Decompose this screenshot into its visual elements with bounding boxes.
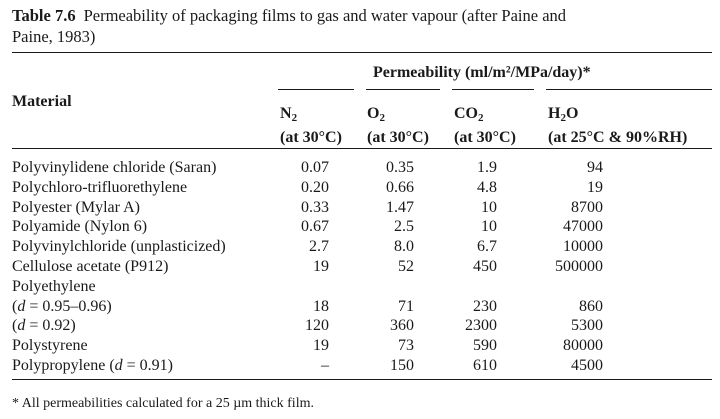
row-material-prefix: ( — [12, 317, 18, 335]
row-material: Polystyrene — [12, 337, 88, 355]
subrule-o2 — [366, 89, 440, 90]
cell-o2: 0.66 — [386, 178, 414, 196]
cell-co2: 1.9 — [477, 159, 497, 176]
header-bottom-rule — [12, 148, 712, 149]
row-material-var: d — [114, 357, 123, 374]
header-permeability: Permeability (ml/m²/MPa/day)* — [373, 64, 591, 81]
colhead-n2-condition: (at 30°C) — [280, 129, 342, 146]
cell-o2: 360 — [390, 317, 414, 335]
cell-h2o: 860 — [579, 297, 603, 315]
cell-h2o: 19 — [587, 178, 603, 196]
cell-co2: 450 — [473, 258, 497, 275]
colhead-co2-condition: (at 30°C) — [454, 129, 516, 146]
cell-n2: 19 — [313, 337, 329, 355]
row-material-rest: = 0.91) — [122, 357, 174, 374]
cell-o2: 52 — [398, 258, 414, 275]
table-caption: Table 7.6 Permeability of packaging films… — [12, 5, 712, 47]
row-material: Polyethylene — [12, 277, 96, 295]
row-material: Polychloro-trifluorethylene — [12, 178, 188, 196]
row-material: Polyvinylchloride (unplasticized) — [12, 238, 226, 256]
subrule-h2o — [546, 89, 712, 90]
cell-o2: 150 — [390, 357, 414, 374]
cell-n2: 0.67 — [301, 218, 329, 236]
cell-h2o: 8700 — [571, 198, 603, 216]
cell-co2: 610 — [473, 357, 497, 374]
row-material-prefix: Polypropylene ( — [12, 357, 115, 374]
cell-n2: 19 — [313, 258, 329, 275]
cell-n2: 0.07 — [301, 159, 329, 176]
cell-o2: 71 — [398, 297, 414, 315]
cell-n2: 0.20 — [301, 178, 329, 196]
cell-o2: 8.0 — [394, 238, 414, 256]
cell-co2: 230 — [473, 297, 497, 315]
row-material: Polyamide (Nylon 6) — [12, 218, 148, 236]
cell-o2: 0.35 — [386, 159, 414, 176]
cell-n2: 18 — [313, 297, 329, 315]
cell-co2: 10 — [481, 198, 497, 216]
caption-line-2: Paine, 1983) — [12, 27, 96, 46]
colhead-h2o-sub: 2 — [560, 112, 566, 124]
cell-co2: 4.8 — [477, 178, 497, 196]
top-rule — [12, 52, 712, 53]
header-material: Material — [12, 93, 72, 110]
cell-o2: 2.5 — [394, 218, 414, 236]
colhead-n2-gas: N — [280, 105, 292, 122]
row-material-var: d — [17, 297, 26, 315]
cell-h2o: 94 — [587, 159, 603, 176]
caption-line-1: Permeability of packaging films to gas a… — [83, 6, 567, 25]
row-material: Polyvinylidene chloride (Saran) — [12, 159, 217, 176]
table-label: Table 7.6 — [12, 6, 76, 25]
cell-n2: – — [321, 357, 329, 374]
cell-co2: 2300 — [465, 317, 497, 335]
colhead-co2: CO2 (at 30°C) — [454, 104, 516, 148]
subrule-n2 — [278, 89, 354, 90]
cell-co2: 6.7 — [477, 238, 497, 256]
cell-h2o: 5300 — [571, 317, 603, 335]
row-material-prefix: ( — [12, 297, 18, 315]
colhead-o2: O2 (at 30°C) — [367, 104, 429, 148]
cell-co2: 590 — [473, 337, 497, 355]
colhead-o2-sub: 2 — [379, 112, 385, 124]
cell-n2: 120 — [305, 317, 329, 335]
bottom-rule — [12, 379, 712, 380]
cell-o2: 73 — [398, 337, 414, 355]
cell-co2: 10 — [481, 218, 497, 236]
row-material: Polyester (Mylar A) — [12, 198, 140, 216]
row-material: Cellulose acetate (P912) — [12, 258, 169, 275]
colhead-n2: N2 (at 30°C) — [280, 104, 342, 148]
colhead-o2-condition: (at 30°C) — [367, 129, 429, 146]
colhead-co2-sub: 2 — [478, 112, 484, 124]
cell-h2o: 47000 — [563, 218, 603, 236]
cell-h2o: 500000 — [555, 258, 603, 275]
subrule-co2 — [452, 89, 534, 90]
row-material-rest: = 0.95–0.96) — [25, 297, 112, 315]
colhead-o2-gas: O — [367, 105, 380, 122]
row-material-rest: = 0.92) — [25, 317, 76, 335]
row-material: (d = 0.92) — [12, 316, 76, 336]
cell-h2o: 80000 — [563, 337, 603, 355]
colhead-h2o-condition: (at 25°C & 90%RH) — [548, 129, 688, 146]
cell-n2: 2.7 — [309, 238, 329, 256]
cell-o2: 1.47 — [386, 198, 414, 216]
footnote: * All permeabilities calculated for a 25… — [12, 396, 314, 411]
colhead-co2-gas: CO — [454, 105, 478, 122]
row-material: (d = 0.95–0.96) — [12, 297, 112, 317]
cell-n2: 0.33 — [301, 198, 329, 216]
colhead-h2o: H2O (at 25°C & 90%RH) — [548, 104, 687, 148]
colhead-h2o-tail: O — [565, 105, 579, 122]
colhead-h2o-gas: H — [548, 105, 561, 122]
row-material: Polypropylene (d = 0.91) — [12, 356, 173, 376]
row-material-var: d — [17, 317, 26, 335]
cell-h2o: 4500 — [571, 357, 603, 374]
colhead-n2-sub: 2 — [291, 112, 298, 124]
cell-h2o: 10000 — [563, 238, 603, 256]
